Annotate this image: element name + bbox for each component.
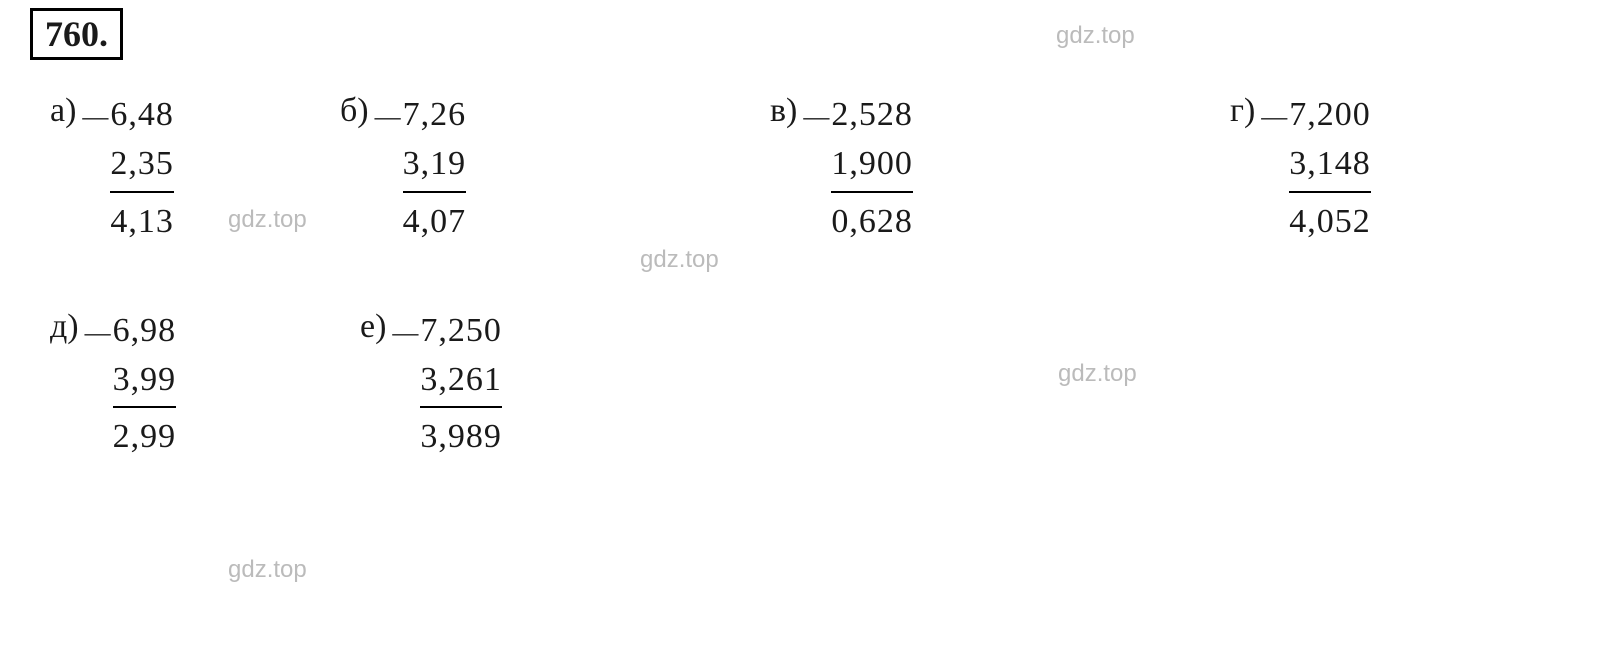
result: 2,99 — [113, 408, 177, 461]
problem-number-box: 760. — [30, 8, 123, 60]
problem-label: г) — [1230, 90, 1255, 130]
subtrahend: 3,261 — [420, 355, 502, 408]
result: 0,628 — [831, 193, 913, 246]
minuend: 7,26 — [403, 90, 467, 139]
minus-icon: — — [82, 90, 108, 130]
problem-label: а) — [50, 90, 76, 130]
problem-label: в) — [770, 90, 797, 130]
minus-icon: — — [1261, 90, 1287, 130]
minuend: 6,98 — [113, 306, 177, 355]
problem-label: д) — [50, 306, 79, 346]
result: 4,07 — [403, 193, 467, 246]
problem-b: б) — 7,26 3,19 4,07 — [340, 90, 770, 246]
minus-icon: — — [375, 90, 401, 130]
calculation: 6,48 2,35 4,13 — [110, 90, 174, 246]
minuend: 7,200 — [1289, 90, 1371, 139]
minus-icon: — — [85, 306, 111, 346]
problem-v: в) — 2,528 1,900 0,628 — [770, 90, 1230, 246]
result: 4,13 — [110, 193, 174, 246]
watermark: gdz.top — [1056, 22, 1135, 50]
minus-icon: — — [803, 90, 829, 130]
calculation: 7,250 3,261 3,989 — [420, 306, 502, 462]
watermark: gdz.top — [228, 556, 307, 584]
calculation: 2,528 1,900 0,628 — [831, 90, 913, 246]
problem-d: д) — 6,98 3,99 2,99 — [50, 306, 360, 462]
minus-icon: — — [392, 306, 418, 346]
problems-row-1: а) — 6,48 2,35 4,13 б) — 7,26 3,19 4,07 … — [50, 90, 1590, 246]
minuend: 6,48 — [110, 90, 174, 139]
subtrahend: 1,900 — [831, 139, 913, 192]
result: 4,052 — [1289, 193, 1371, 246]
calculation: 6,98 3,99 2,99 — [113, 306, 177, 462]
subtrahend: 3,99 — [113, 355, 177, 408]
problem-e: е) — 7,250 3,261 3,989 — [360, 306, 660, 462]
problem-label: е) — [360, 306, 386, 346]
calculation: 7,200 3,148 4,052 — [1289, 90, 1371, 246]
minuend: 7,250 — [420, 306, 502, 355]
problem-number: 760. — [45, 14, 108, 54]
subtrahend: 2,35 — [110, 139, 174, 192]
problem-label: б) — [340, 90, 369, 130]
subtrahend: 3,148 — [1289, 139, 1371, 192]
calculation: 7,26 3,19 4,07 — [403, 90, 467, 246]
result: 3,989 — [420, 408, 502, 461]
problem-g: г) — 7,200 3,148 4,052 — [1230, 90, 1530, 246]
minuend: 2,528 — [831, 90, 913, 139]
problem-a: а) — 6,48 2,35 4,13 — [50, 90, 340, 246]
subtrahend: 3,19 — [403, 139, 467, 192]
problems-row-2: д) — 6,98 3,99 2,99 е) — 7,250 3,261 3,9… — [50, 306, 1590, 462]
problems-container: а) — 6,48 2,35 4,13 б) — 7,26 3,19 4,07 … — [50, 90, 1590, 522]
